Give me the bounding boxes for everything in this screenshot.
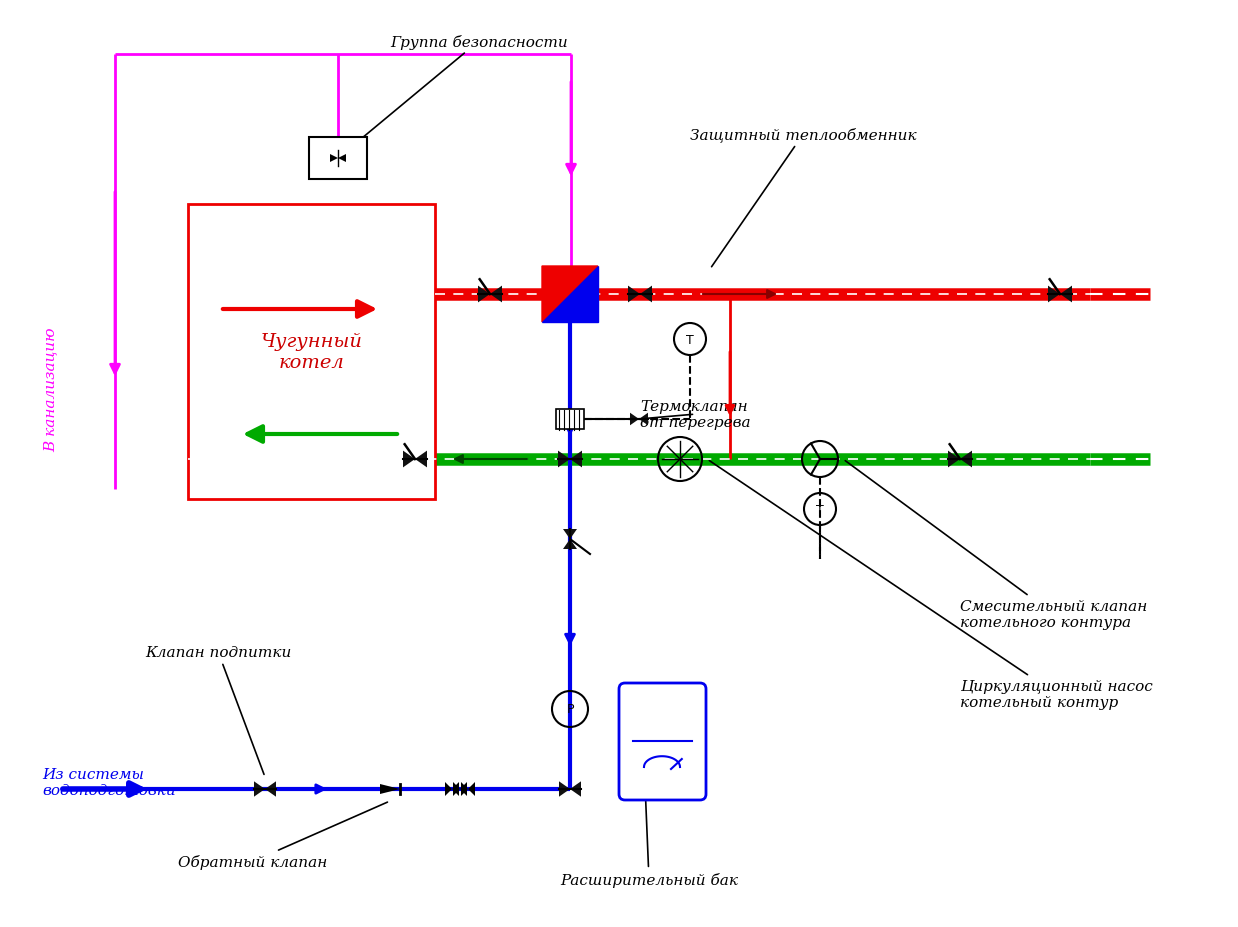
Text: Группа безопасности: Группа безопасности	[340, 34, 568, 157]
Polygon shape	[338, 155, 345, 163]
Polygon shape	[1049, 286, 1060, 303]
Polygon shape	[569, 781, 581, 797]
FancyBboxPatch shape	[619, 683, 706, 800]
Polygon shape	[542, 267, 598, 323]
Text: T: T	[816, 503, 823, 516]
Text: Клапан подпитки: Клапан подпитки	[145, 645, 291, 775]
Polygon shape	[959, 451, 972, 468]
Polygon shape	[453, 782, 461, 796]
Polygon shape	[563, 529, 577, 540]
Polygon shape	[404, 451, 415, 468]
Text: Из системы
водоподготовки: Из системы водоподготовки	[42, 768, 176, 797]
Text: Обратный клапан: Обратный клапан	[178, 802, 387, 870]
Text: Термоклапан
от перегрева: Термоклапан от перегрева	[640, 400, 750, 430]
Text: Смесительный клапан
котельного контура: Смесительный клапан котельного контура	[846, 461, 1148, 629]
Bar	[556, 410, 584, 429]
Polygon shape	[444, 782, 452, 796]
Polygon shape	[569, 451, 582, 468]
Polygon shape	[468, 782, 475, 796]
Polygon shape	[490, 286, 501, 303]
Polygon shape	[628, 286, 640, 303]
Polygon shape	[380, 784, 400, 794]
Text: Чугунный
котел: Чугунный котел	[260, 333, 363, 372]
Polygon shape	[478, 286, 490, 303]
Polygon shape	[461, 782, 468, 796]
Polygon shape	[640, 286, 652, 303]
Polygon shape	[563, 540, 577, 550]
Polygon shape	[452, 782, 459, 796]
Text: В канализацию: В канализацию	[43, 327, 57, 451]
Bar	[310, 138, 366, 180]
Polygon shape	[254, 781, 265, 797]
Polygon shape	[558, 451, 569, 468]
Polygon shape	[461, 782, 467, 796]
Polygon shape	[948, 451, 959, 468]
Polygon shape	[415, 451, 427, 468]
Polygon shape	[331, 155, 338, 163]
Text: Защитный теплообменник: Защитный теплообменник	[690, 127, 916, 267]
Polygon shape	[639, 413, 647, 425]
Polygon shape	[542, 267, 598, 323]
Text: Расширительный бак: Расширительный бак	[560, 787, 738, 887]
Polygon shape	[265, 781, 276, 797]
Bar	[188, 205, 435, 500]
Text: Циркуляционный насос
котельный контур: Циркуляционный насос котельный контур	[709, 461, 1153, 709]
Text: P: P	[566, 703, 573, 716]
Text: T: T	[686, 333, 693, 346]
Polygon shape	[560, 781, 569, 797]
Polygon shape	[1060, 286, 1072, 303]
Polygon shape	[630, 413, 639, 425]
